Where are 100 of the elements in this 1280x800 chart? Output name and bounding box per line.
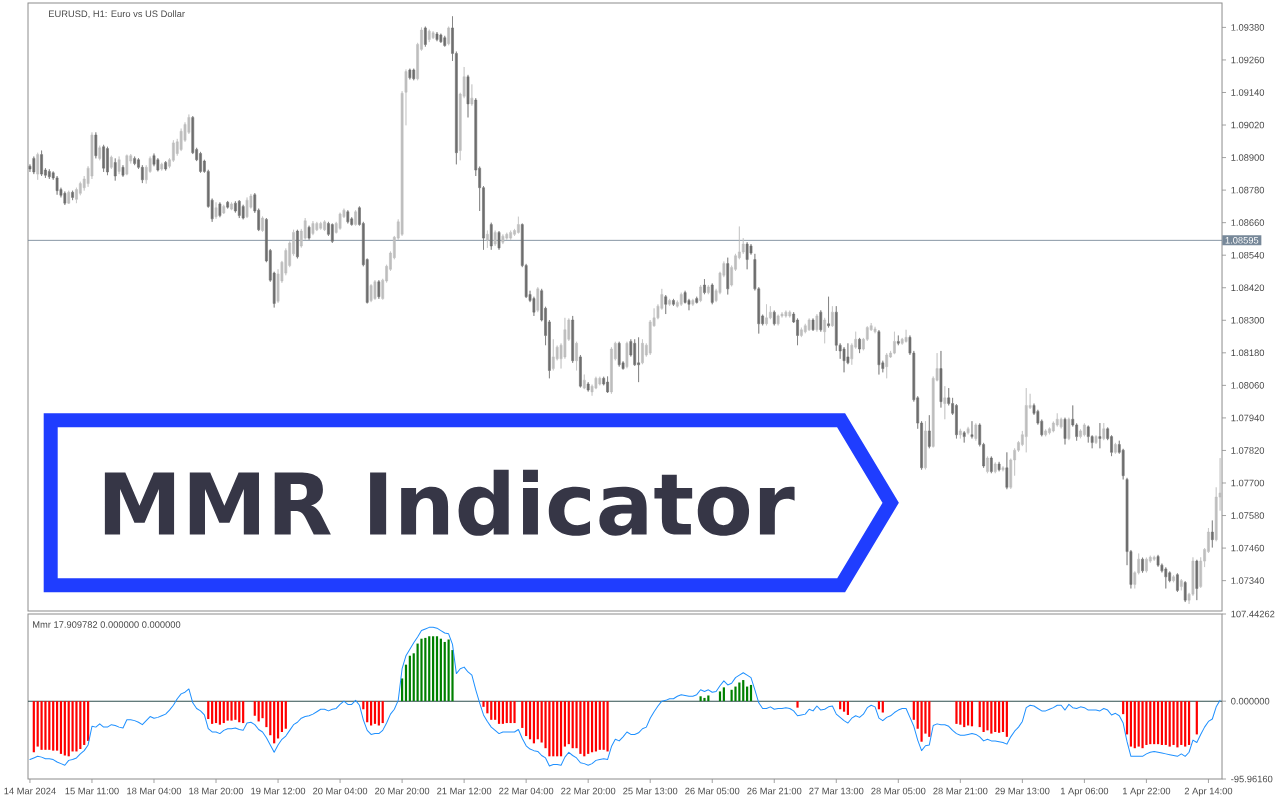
x-tick-label: 26 Mar 21:00 — [747, 787, 802, 795]
bar — [211, 701, 214, 724]
bar — [222, 701, 225, 724]
bar — [280, 701, 284, 732]
bar — [963, 701, 966, 728]
candlestick — [32, 156, 36, 175]
bar — [497, 701, 501, 724]
bar — [1141, 701, 1144, 749]
bar — [48, 701, 51, 750]
bar — [1125, 701, 1129, 735]
bar — [594, 701, 598, 752]
bar — [1122, 701, 1125, 715]
x-tick-label: 18 Mar 20:00 — [189, 787, 244, 795]
bar — [432, 636, 435, 702]
bar — [970, 701, 974, 727]
bar — [269, 701, 272, 736]
x-tick-label: 22 Mar 04:00 — [499, 787, 554, 795]
bar — [590, 701, 594, 753]
x-tick-label: 15 Mar 11:00 — [65, 787, 119, 795]
bar — [536, 701, 539, 740]
bar — [563, 701, 567, 747]
bar — [63, 701, 66, 756]
bar — [525, 701, 528, 737]
bar — [955, 701, 958, 724]
x-tick-label: 29 Mar 13:00 — [995, 787, 1050, 795]
bar — [230, 701, 233, 721]
bar — [36, 701, 39, 747]
bar — [366, 701, 369, 723]
bar — [1145, 701, 1148, 745]
bar — [559, 701, 563, 757]
bar — [579, 701, 582, 754]
bar — [1149, 701, 1152, 745]
bar — [598, 701, 601, 750]
candlestick — [40, 150, 43, 177]
bar — [587, 701, 590, 754]
bar — [552, 701, 555, 757]
bar — [602, 701, 605, 750]
bar — [1133, 701, 1136, 749]
x-tick-label: 27 Mar 13:00 — [809, 787, 864, 795]
bar — [273, 701, 276, 744]
bar — [978, 701, 981, 728]
bar — [71, 701, 74, 752]
bar — [490, 701, 493, 720]
bar — [218, 701, 221, 725]
bar — [1129, 701, 1133, 747]
x-tick-label: 1 Apr 22:00 — [1123, 787, 1171, 797]
bar — [276, 701, 280, 739]
x-tick-label: 25 Mar 13:00 — [623, 787, 678, 795]
text: Mmr 17.909782 0.000000 0.000000 — [33, 621, 181, 628]
bar — [238, 701, 241, 723]
y-tick-label: 107.44262 — [1231, 610, 1275, 618]
x-tick-label: 1 Apr 06:00 — [1060, 787, 1109, 797]
bar — [990, 701, 993, 734]
bar — [207, 701, 210, 719]
bar — [1195, 701, 1198, 735]
bar — [86, 701, 90, 741]
bar — [408, 655, 411, 702]
bar — [959, 701, 962, 725]
bar — [412, 653, 415, 702]
bar — [59, 701, 63, 754]
bar — [532, 701, 536, 744]
bar — [1176, 701, 1179, 748]
bar — [420, 638, 423, 702]
bar — [52, 701, 55, 751]
bar — [79, 701, 82, 750]
bar — [439, 638, 442, 702]
bar — [528, 701, 532, 740]
x-tick-label: 14 Mar 2024 — [4, 787, 56, 795]
bar — [1187, 701, 1191, 745]
bar — [722, 687, 725, 702]
bar — [920, 701, 923, 742]
bar — [75, 701, 78, 752]
bar — [501, 701, 504, 724]
bar — [606, 701, 609, 752]
bar — [521, 701, 524, 728]
x-tick-label: 20 Mar 04:00 — [313, 787, 368, 795]
bar — [548, 701, 551, 757]
bar — [986, 701, 989, 731]
bar — [994, 701, 997, 732]
x-tick-label: 28 Mar 05:00 — [871, 787, 926, 795]
bar — [509, 701, 512, 724]
x-tick-label: 19 Mar 12:00 — [251, 787, 306, 795]
bar — [556, 701, 559, 757]
bar — [55, 701, 59, 751]
bar — [583, 701, 586, 757]
bar — [1153, 701, 1156, 745]
bar — [1001, 701, 1005, 732]
x-tick-label: 2 Apr 14:00 — [1184, 787, 1233, 797]
bar — [703, 697, 706, 702]
bar — [1137, 701, 1140, 747]
x-tick-label: 20 Mar 20:00 — [375, 787, 430, 795]
candlestick — [36, 152, 40, 181]
bar — [881, 701, 884, 713]
bar — [284, 701, 287, 729]
bar — [424, 637, 427, 702]
bar — [567, 701, 570, 745]
bar — [1184, 701, 1187, 747]
candlestick — [1183, 580, 1187, 603]
bar — [447, 639, 450, 702]
bar — [998, 701, 1001, 733]
